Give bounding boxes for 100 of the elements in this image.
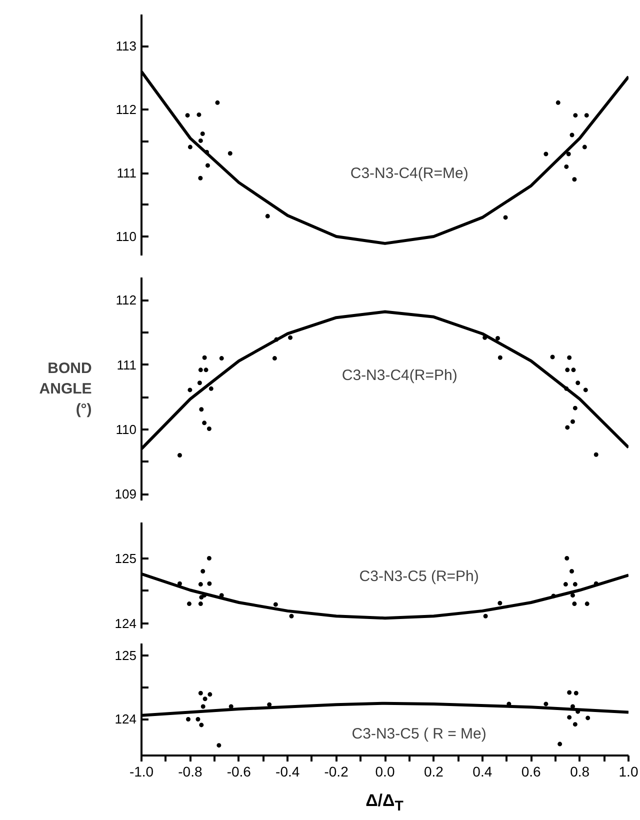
x-tick-label: -0.2: [324, 764, 349, 780]
point: [564, 556, 570, 561]
point: [586, 716, 590, 720]
point: [219, 356, 224, 361]
annotation: C3-N3-C5 (R=Ph): [359, 568, 479, 586]
point: [186, 602, 192, 606]
y-tick-label: 112: [116, 102, 137, 118]
point: [199, 722, 204, 728]
point: [498, 355, 502, 360]
point: [200, 131, 205, 136]
y-tick-label: 125: [114, 648, 137, 664]
point: [572, 582, 578, 587]
point: [570, 419, 575, 424]
point: [564, 164, 569, 169]
y-tick-label: 110: [116, 228, 137, 244]
point: [215, 100, 220, 105]
point: [570, 593, 575, 598]
point: [196, 716, 200, 722]
point: [503, 215, 508, 220]
point: [567, 690, 572, 695]
point: [272, 356, 277, 361]
point: [198, 176, 203, 180]
point: [563, 582, 568, 587]
point: [289, 614, 294, 618]
point: [570, 569, 574, 574]
y-tick-label: 110: [116, 422, 137, 437]
point: [228, 151, 232, 156]
point: [188, 388, 192, 392]
point: [188, 144, 192, 150]
point: [573, 113, 578, 118]
point: [206, 426, 212, 431]
point: [576, 380, 580, 386]
point: [288, 335, 293, 340]
point: [177, 581, 182, 586]
point: [265, 214, 270, 218]
point: [565, 425, 570, 430]
point: [582, 144, 587, 150]
point: [551, 594, 556, 598]
point: [199, 595, 204, 600]
point: [550, 354, 555, 360]
x-tick-label: 0.0: [375, 764, 395, 780]
x-tick-label: -0.8: [178, 764, 202, 780]
point: [197, 380, 202, 386]
point: [198, 368, 203, 372]
point: [198, 138, 203, 143]
y-tick-label: 109: [114, 486, 137, 502]
y-tick-label: 113: [116, 38, 137, 54]
point: [570, 132, 574, 138]
point: [544, 152, 548, 156]
x-tick-label: -1.0: [129, 764, 154, 780]
point: [200, 569, 206, 574]
point: [567, 715, 572, 720]
point: [544, 702, 548, 706]
y-tick-label: 124: [114, 616, 137, 631]
point: [564, 386, 569, 391]
x-axis-title: Δ/Δ$_{T}$: [364, 790, 404, 816]
point: [198, 602, 203, 606]
point: [572, 177, 577, 182]
point: [198, 690, 203, 696]
point: [228, 704, 234, 709]
point: [196, 112, 202, 117]
point: [483, 614, 488, 618]
point: [572, 406, 578, 410]
point: [558, 742, 562, 746]
x-tick-label: 0.2: [424, 764, 444, 780]
point: [572, 722, 578, 727]
point: [567, 355, 572, 360]
point: [186, 716, 190, 722]
point: [202, 355, 207, 360]
point: [208, 692, 212, 697]
point: [566, 152, 571, 156]
point: [206, 556, 212, 561]
point: [594, 452, 598, 457]
point: [572, 602, 577, 606]
point: [216, 743, 222, 748]
point: [584, 113, 589, 118]
point: [274, 337, 279, 342]
point: [273, 602, 278, 607]
x-tick-label: 1.0: [618, 764, 638, 780]
point: [202, 696, 208, 702]
point: [199, 407, 204, 412]
y-tick-label: 111: [116, 166, 137, 181]
x-tick-label: 0.6: [521, 764, 542, 780]
point: [574, 690, 578, 696]
point: [177, 453, 182, 458]
point: [208, 386, 214, 391]
annotation: C3-N3-C4(R=Ph): [342, 367, 458, 384]
y-axis-title: BOND ANGLE (°): [39, 360, 92, 418]
point: [205, 163, 210, 168]
x-tick-label: -0.6: [226, 764, 252, 780]
point: [204, 150, 210, 154]
point: [571, 368, 576, 372]
y-tick-label: 111: [116, 357, 137, 372]
point: [200, 704, 206, 709]
point: [185, 113, 190, 118]
point: [267, 702, 272, 707]
annotation: C3-N3-C5 ( R = Me): [352, 726, 486, 743]
point: [207, 581, 212, 586]
y-tick-label: 112: [116, 292, 137, 308]
point: [198, 582, 203, 587]
